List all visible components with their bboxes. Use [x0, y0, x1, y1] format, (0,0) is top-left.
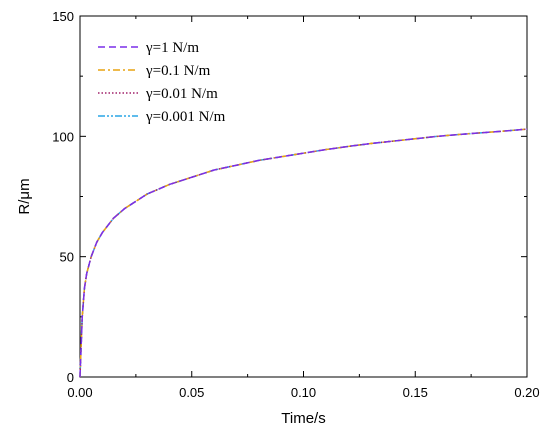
legend-label: γ=0.01 N/m: [145, 86, 218, 102]
legend-label: γ=0.1 N/m: [145, 63, 211, 79]
y-axis-title: R/μm: [16, 178, 33, 214]
tick-labels: 0.00 0.05 0.10 0.15 0.20 0 50 100 150: [52, 9, 539, 400]
y-tick-label: 50: [60, 250, 74, 265]
y-tick-label: 0: [67, 370, 74, 385]
legend-label: γ=1 N/m: [145, 40, 199, 56]
series-line-0: [79, 128, 528, 378]
series-lines: [79, 128, 528, 378]
series-line-3: [79, 128, 528, 378]
x-tick-label: 0.20: [514, 385, 539, 400]
legend: γ=1 N/m γ=0.1 N/m γ=0.01 N/m γ=0.001 N/m: [98, 40, 226, 125]
axis-ticks: [79, 15, 528, 378]
x-tick-label: 0.10: [291, 385, 316, 400]
x-tick-label: 0.15: [403, 385, 428, 400]
y-tick-label: 150: [52, 9, 74, 24]
x-tick-label: 0.05: [179, 385, 204, 400]
series-line-1: [79, 128, 528, 378]
x-tick-label: 0.00: [67, 385, 92, 400]
y-tick-label: 100: [52, 129, 74, 144]
x-axis-title: Time/s: [281, 410, 325, 427]
legend-label: γ=0.001 N/m: [145, 109, 226, 125]
series-line-2: [79, 128, 528, 378]
